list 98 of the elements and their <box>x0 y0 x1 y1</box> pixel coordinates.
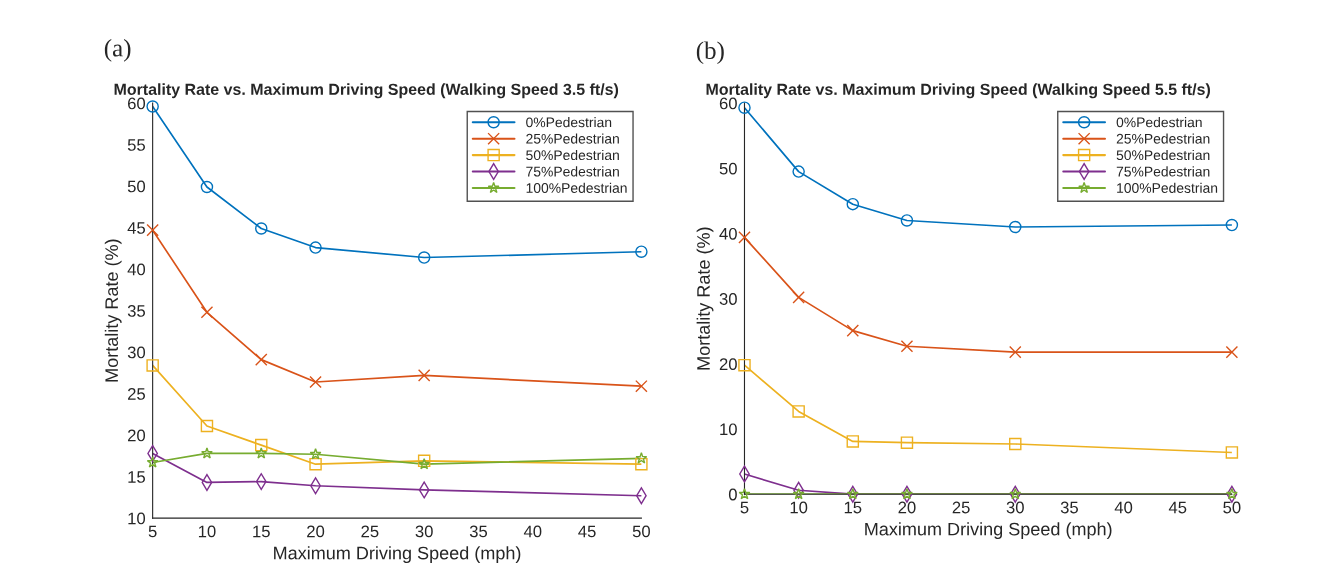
x-tick-label: 30 <box>1006 501 1024 514</box>
point <box>309 375 322 389</box>
point <box>846 435 860 448</box>
point <box>635 457 648 471</box>
legend-label: 75%Pedestrian <box>1116 166 1210 177</box>
x-tick-label: 45 <box>578 525 596 538</box>
x-tick-label: 40 <box>1114 501 1133 514</box>
point <box>146 456 159 468</box>
point <box>635 452 648 464</box>
y-tick-label: 40 <box>719 227 737 240</box>
legend-label: 0%Pedestrian <box>526 117 612 128</box>
legend-label: 25%Pedestrian <box>526 133 619 144</box>
chart-title: Mortality Rate vs. Maximum Driving Speed (Walking Speed 5.5 ft/s) <box>706 83 1210 99</box>
point <box>146 359 159 372</box>
point <box>1225 345 1239 359</box>
y-tick-label: 60 <box>719 97 737 110</box>
point <box>738 231 751 244</box>
x-tick-label: 20 <box>898 501 916 514</box>
legend-label: 100%Pedestrian <box>1117 182 1218 193</box>
y-tick-label: 15 <box>128 471 145 483</box>
x-axis-title: Maximum Driving Speed (mph) <box>274 546 521 563</box>
legend-label: 50%Pedestrian <box>1116 149 1210 161</box>
x-tick-label: 50 <box>1223 501 1241 514</box>
x-tick-label: 20 <box>307 525 325 538</box>
x-tick-label: 50 <box>632 525 650 538</box>
chart-title: Mortality Rate vs. Maximum Driving Speed (Walking Speed 3.5 ft/s) <box>114 83 619 99</box>
y-tick-label: 30 <box>719 293 737 305</box>
point <box>255 222 268 235</box>
point <box>417 251 431 264</box>
point <box>309 457 322 471</box>
x-axis-title: Maximum Driving Speed (mph) <box>865 522 1112 540</box>
point <box>417 369 431 382</box>
y-tick-label: 45 <box>127 222 145 234</box>
point <box>900 214 914 227</box>
point <box>635 379 648 393</box>
x-tick-label: 45 <box>1168 501 1187 514</box>
point <box>792 405 805 418</box>
y-tick-label: 50 <box>127 180 146 193</box>
y-tick-label: 30 <box>127 346 146 359</box>
point <box>1009 220 1022 234</box>
point <box>200 447 213 459</box>
x-tick-label: 35 <box>469 525 488 538</box>
x-tick-label: 35 <box>1060 501 1078 514</box>
point <box>738 101 751 114</box>
y-axis-title: Mortality Rate (%) <box>104 239 122 382</box>
y-tick-label: 25 <box>128 388 145 400</box>
point <box>200 180 214 194</box>
point <box>309 447 322 460</box>
y-tick-label: 35 <box>127 305 145 317</box>
point <box>200 306 214 319</box>
x-tick-label: 15 <box>253 525 270 538</box>
y-tick-label: 55 <box>127 139 145 151</box>
y-axis-title: Mortality Rate (%) <box>696 227 714 370</box>
x-tick-label: 5 <box>148 525 157 538</box>
x-tick-label: 10 <box>790 501 808 514</box>
point <box>255 438 268 452</box>
y-tick-label: 10 <box>128 512 146 525</box>
legend-label: 100%Pedestrian <box>526 182 627 193</box>
point <box>1009 345 1022 359</box>
point <box>792 487 805 500</box>
x-tick-label: 40 <box>523 525 542 538</box>
x-tick-label: 30 <box>415 525 433 538</box>
point <box>738 358 751 372</box>
point <box>635 245 648 258</box>
point <box>255 447 268 459</box>
y-tick-label: 20 <box>719 358 737 371</box>
text: (b) <box>696 41 724 65</box>
point <box>792 291 805 304</box>
point <box>200 419 214 433</box>
legend-label: 50%Pedestrian <box>526 149 619 161</box>
point <box>1225 218 1239 232</box>
point <box>738 487 751 500</box>
point <box>309 241 322 254</box>
legend-label: 0%Pedestrian <box>1116 117 1202 128</box>
point <box>255 353 268 366</box>
y-tick-label: 20 <box>128 429 146 442</box>
x-tick-label: 5 <box>740 501 749 514</box>
x-tick-label: 15 <box>844 501 862 514</box>
point <box>900 340 914 353</box>
x-tick-label: 10 <box>198 525 216 538</box>
y-tick-label: 40 <box>127 263 146 276</box>
y-tick-label: 60 <box>128 97 146 110</box>
y-tick-label: 50 <box>719 162 737 175</box>
point <box>1009 437 1022 451</box>
text: (a) <box>104 39 131 62</box>
y-tick-label: 0 <box>728 488 737 501</box>
point <box>1225 446 1239 459</box>
x-tick-label: 25 <box>952 501 970 514</box>
y-tick-label: 10 <box>720 423 737 436</box>
point <box>146 100 159 113</box>
legend-label: 25%Pedestrian <box>1116 133 1210 144</box>
point <box>792 165 805 178</box>
point <box>846 324 860 337</box>
point <box>146 223 159 237</box>
x-tick-label: 25 <box>361 525 379 538</box>
legend-label: 75%Pedestrian <box>526 166 619 177</box>
point <box>900 436 914 449</box>
point <box>846 197 860 211</box>
